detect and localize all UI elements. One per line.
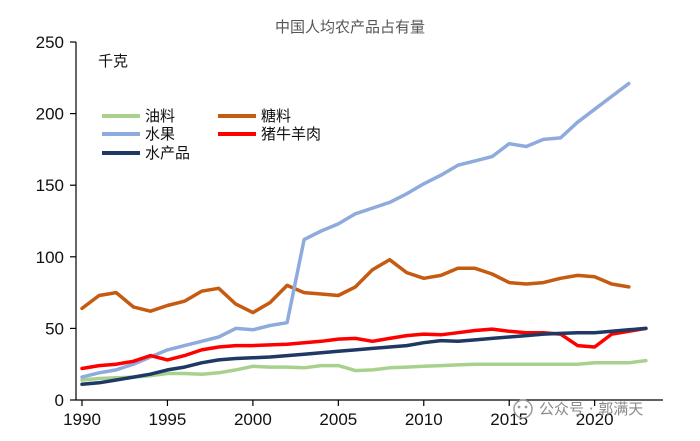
- legend-label-aquatic: 水产品: [145, 144, 190, 162]
- y-tick-label-200: 200: [36, 105, 64, 124]
- chart-title: 中国人均农产品占有量: [275, 18, 425, 36]
- x-tick-label-2015: 2015: [490, 410, 528, 429]
- series-lines: [80, 81, 648, 386]
- y-tick-label-100: 100: [36, 248, 64, 267]
- legend-label-sugar-crops: 糖料: [261, 107, 291, 125]
- series-line-fruit: [80, 81, 631, 379]
- series-line-oilseed: [80, 358, 648, 382]
- watermark-text: 公众号 · 郭满天: [539, 400, 643, 418]
- y-tick-label-0: 0: [55, 391, 64, 410]
- legend-label-fruit: 水果: [145, 125, 175, 143]
- y-tick-label-50: 50: [45, 319, 64, 338]
- x-tick-label-1995: 1995: [149, 410, 187, 429]
- watermark: 公众号 · 郭满天: [513, 399, 643, 419]
- x-tick-label-2005: 2005: [319, 410, 357, 429]
- y-tick-label-150: 150: [36, 176, 64, 195]
- x-tick-label-2010: 2010: [405, 410, 443, 429]
- x-tick-label-2000: 2000: [234, 410, 272, 429]
- series-line-sugar-crops: [80, 257, 631, 315]
- y-tick-label-250: 250: [36, 33, 64, 52]
- legend-label-oilseed: 油料: [145, 107, 175, 125]
- y-axis-unit-label: 千克: [98, 52, 128, 70]
- y-ticks: 0 50 100 150 200 250: [36, 33, 76, 410]
- wechat-icon: [513, 399, 533, 419]
- x-ticks: 1990 1995 2000 2005 2010 2015 2020: [63, 400, 614, 429]
- legend-label-meat: 猪牛羊肉: [261, 125, 321, 143]
- wechat-icon-eye-right: [524, 405, 528, 409]
- wechat-icon-eye-left: [517, 405, 521, 409]
- x-tick-label-2020: 2020: [576, 410, 614, 429]
- x-tick-label-1990: 1990: [63, 410, 101, 429]
- series-line-aquatic: [80, 326, 648, 386]
- legend: 油料 糖料 水果 猪牛羊肉 水产品: [102, 107, 321, 162]
